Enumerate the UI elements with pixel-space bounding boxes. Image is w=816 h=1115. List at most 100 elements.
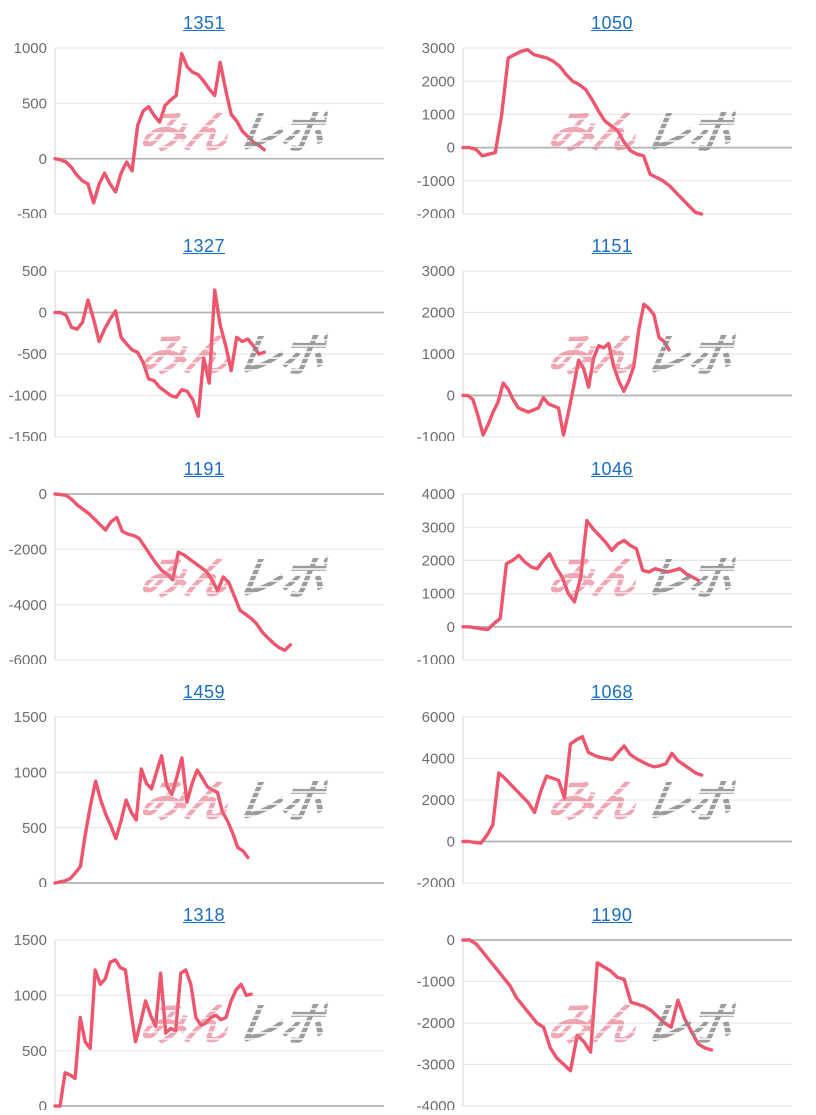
y-tick-label: -500 <box>17 346 47 363</box>
y-tick-label: -1000 <box>417 173 455 190</box>
y-tick-label: 3000 <box>422 519 455 536</box>
y-tick-label: 6000 <box>422 709 455 726</box>
y-tick-label: 1000 <box>14 40 47 57</box>
y-tick-label: -4000 <box>417 1098 455 1110</box>
y-tick-label: -1000 <box>417 429 455 441</box>
y-tick-label: 4000 <box>422 486 455 503</box>
y-tick-label: 3000 <box>422 40 455 57</box>
chart-title-link[interactable]: 1190 <box>591 904 633 925</box>
y-tick-label: 1000 <box>422 346 455 363</box>
chart-title-row: 1050 <box>408 0 816 40</box>
y-tick-label: -500 <box>17 206 47 218</box>
line-chart-svg: 6000 4000 2000 0 -2000 <box>417 709 792 887</box>
series-line <box>53 492 293 653</box>
chart-cell: 1068 6000 4000 2000 0 -2000 みんレポ <box>408 669 816 892</box>
series-line <box>53 51 266 205</box>
y-tick-label: -2000 <box>417 875 455 887</box>
chart-cell: 1050 3000 2000 1000 0 -1000 -2000 みんレポ <box>408 0 816 223</box>
line-chart-svg: 0 -2000 -4000 -6000 <box>9 486 384 664</box>
y-tick-label: -1000 <box>417 974 455 991</box>
series-line <box>53 958 253 1108</box>
series-line <box>461 938 714 1073</box>
line-chart-svg: 4000 3000 2000 1000 0 -1000 <box>417 486 792 664</box>
line-chart-svg: 3000 2000 1000 0 -1000 <box>417 263 792 441</box>
y-tick-label: 500 <box>22 263 47 280</box>
line-chart-svg: 1500 1000 500 0 <box>14 932 384 1110</box>
chart-title-row: 1046 <box>408 446 816 486</box>
chart-title-link[interactable]: 1351 <box>182 12 226 33</box>
y-tick-label: 0 <box>447 140 455 157</box>
chart-cell: 1318 1500 1000 500 0 みんレポ <box>0 892 408 1115</box>
chart-plot: 3000 2000 1000 0 -1000 みんレポ <box>408 263 816 441</box>
chart-cell: 1190 0 -1000 -2000 -3000 -4000 みんレポ <box>408 892 816 1115</box>
chart-title-row: 1190 <box>408 892 816 932</box>
chart-title-link[interactable]: 1191 <box>183 458 225 479</box>
chart-plot: 6000 4000 2000 0 -2000 みんレポ <box>408 709 816 887</box>
y-tick-label: 1000 <box>422 107 455 124</box>
chart-title-row: 1191 <box>0 446 408 486</box>
y-tick-label: 0 <box>447 932 455 949</box>
y-tick-label: 0 <box>447 388 455 405</box>
chart-title-row: 1068 <box>408 669 816 709</box>
y-tick-label: 0 <box>447 619 455 636</box>
chart-title-link[interactable]: 1327 <box>182 235 226 256</box>
y-tick-label: 1500 <box>14 709 47 726</box>
chart-title-link[interactable]: 1068 <box>590 681 634 702</box>
series-line <box>53 288 266 419</box>
chart-cell: 1151 3000 2000 1000 0 -1000 みんレポ <box>408 223 816 446</box>
chart-cell: 1351 1000 500 0 -500 みんレポ <box>0 0 408 223</box>
y-tick-label: 0 <box>39 305 47 322</box>
y-tick-label: 3000 <box>422 263 455 280</box>
y-tick-label: 1000 <box>422 586 455 603</box>
y-tick-label: 500 <box>22 1043 47 1060</box>
chart-cell: 1046 4000 3000 2000 1000 0 -1000 みんレポ <box>408 446 816 669</box>
y-tick-label: 2000 <box>422 73 455 90</box>
y-tick-label: 1500 <box>14 932 47 949</box>
chart-title-row: 1459 <box>0 669 408 709</box>
y-tick-label: 0 <box>39 151 47 168</box>
chart-cell: 1459 1500 1000 500 0 みんレポ <box>0 669 408 892</box>
chart-plot: 1500 1000 500 0 みんレポ <box>0 709 408 887</box>
chart-cell: 1191 0 -2000 -4000 -6000 みんレポ <box>0 446 408 669</box>
y-tick-label: 2000 <box>422 305 455 322</box>
chart-plot: 1000 500 0 -500 みんレポ <box>0 40 408 218</box>
line-chart-svg: 3000 2000 1000 0 -1000 -2000 <box>417 40 792 218</box>
chart-title-link[interactable]: 1318 <box>182 904 226 925</box>
line-chart-svg: 0 -1000 -2000 -3000 -4000 <box>417 932 792 1110</box>
series-line <box>461 47 704 216</box>
y-tick-label: 1000 <box>14 987 47 1004</box>
y-tick-label: -6000 <box>9 652 47 664</box>
chart-title-row: 1351 <box>0 0 408 40</box>
chart-title-link[interactable]: 1050 <box>590 12 634 33</box>
y-tick-label: -1000 <box>9 388 47 405</box>
y-tick-label: 500 <box>22 820 47 837</box>
y-tick-label: -2000 <box>417 206 455 218</box>
y-tick-label: 2000 <box>422 553 455 570</box>
y-tick-label: -1000 <box>417 652 455 664</box>
y-tick-label: 2000 <box>422 792 455 809</box>
chart-title-row: 1318 <box>0 892 408 932</box>
chart-title-row: 1151 <box>408 223 816 263</box>
chart-plot: 500 0 -500 -1000 -1500 みんレポ <box>0 263 408 441</box>
series-line <box>461 518 701 632</box>
chart-title-link[interactable]: 1459 <box>182 681 226 702</box>
y-tick-label: 0 <box>39 1098 47 1110</box>
chart-title-link[interactable]: 1046 <box>590 458 634 479</box>
series-line <box>461 735 704 845</box>
y-tick-label: -2000 <box>417 1015 455 1032</box>
line-chart-svg: 1500 1000 500 0 <box>14 709 384 887</box>
chart-plot: 4000 3000 2000 1000 0 -1000 みんレポ <box>408 486 816 664</box>
chart-title-row: 1327 <box>0 223 408 263</box>
chart-plot: 0 -1000 -2000 -3000 -4000 みんレポ <box>408 932 816 1110</box>
series-line <box>53 754 250 885</box>
y-tick-label: -2000 <box>9 541 47 558</box>
y-tick-label: 0 <box>39 486 47 503</box>
y-tick-label: -3000 <box>417 1057 455 1074</box>
chart-title-link[interactable]: 1151 <box>591 235 633 256</box>
chart-plot: 3000 2000 1000 0 -1000 -2000 みんレポ <box>408 40 816 218</box>
y-tick-label: 500 <box>22 95 47 112</box>
chart-cell: 1327 500 0 -500 -1000 -1500 みんレポ <box>0 223 408 446</box>
y-tick-label: 0 <box>447 834 455 851</box>
line-chart-svg: 500 0 -500 -1000 -1500 <box>9 263 384 441</box>
